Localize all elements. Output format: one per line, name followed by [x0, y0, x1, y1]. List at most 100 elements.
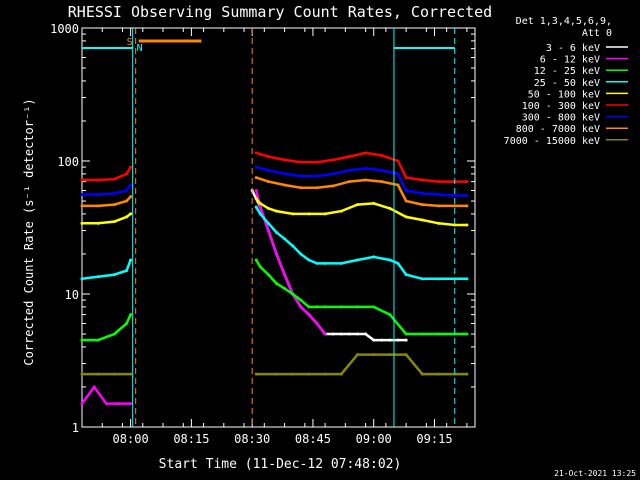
series-point	[404, 338, 408, 342]
series-point	[396, 183, 400, 187]
series-point	[315, 160, 319, 164]
series-point	[364, 178, 368, 182]
series-point	[372, 201, 376, 205]
series-point	[339, 261, 343, 265]
series-point	[420, 178, 424, 182]
series-point	[254, 165, 258, 169]
y-tick-label: 1000	[50, 22, 79, 36]
series-point	[420, 203, 424, 207]
series-point	[465, 204, 469, 208]
series-point	[112, 203, 116, 207]
series-point	[266, 206, 270, 210]
series-point	[129, 212, 133, 216]
series-point	[364, 151, 368, 155]
series-point	[254, 258, 258, 262]
series-point	[372, 305, 376, 309]
legend-entry-label: 25 - 50 keV	[534, 78, 600, 89]
series-point	[258, 205, 262, 209]
series-point	[283, 286, 287, 290]
series-point	[323, 372, 327, 376]
series-point	[299, 252, 303, 256]
series-point	[347, 180, 351, 184]
x-tick-label: 08:15	[173, 432, 209, 446]
series-point	[453, 204, 457, 208]
series-point	[437, 332, 441, 336]
series-point	[331, 184, 335, 188]
series-point	[453, 332, 457, 336]
series-point	[420, 277, 424, 281]
series-point	[266, 180, 270, 184]
series-point	[453, 372, 457, 376]
series-point	[80, 221, 84, 225]
series-point	[266, 229, 270, 233]
series-point	[437, 180, 441, 184]
series-point	[291, 212, 295, 216]
series-point	[315, 174, 319, 178]
series-point	[291, 244, 295, 248]
series-point	[96, 178, 100, 182]
series-point	[129, 402, 133, 406]
series-point	[323, 305, 327, 309]
legend-entry-label: 6 - 12 keV	[540, 55, 600, 66]
series-point	[356, 258, 360, 262]
series-point	[404, 332, 408, 336]
series-point	[274, 209, 278, 213]
series-point	[307, 313, 311, 317]
flag-markers: SN	[82, 28, 456, 427]
series-point	[404, 189, 408, 193]
series-point	[396, 338, 400, 342]
series-point	[396, 159, 400, 163]
series-point	[291, 372, 295, 376]
x-axis-label: Start Time (11-Dec-12 07:48:02)	[159, 457, 402, 472]
series-point	[254, 189, 258, 193]
series-point	[307, 258, 311, 262]
y-tick-label: 1	[72, 421, 79, 435]
flag-label: S	[127, 37, 133, 48]
series-point	[112, 273, 116, 277]
series-line	[82, 151, 467, 183]
legend-entry-label: 12 - 25 keV	[534, 66, 600, 77]
series-point	[372, 353, 376, 357]
series-point	[339, 372, 343, 376]
series-point	[388, 338, 392, 342]
series-point	[96, 204, 100, 208]
series-point	[125, 215, 129, 219]
series-point	[323, 212, 327, 216]
y-tick-label: 10	[65, 288, 79, 302]
series-point	[339, 332, 343, 336]
series-point	[388, 206, 392, 210]
series-point	[274, 231, 278, 235]
series-point	[80, 277, 84, 281]
series-point	[266, 168, 270, 172]
legend-entry-label: 100 - 300 keV	[522, 101, 600, 112]
series-point	[347, 332, 351, 336]
series-point	[112, 220, 116, 224]
plot-border	[81, 27, 476, 428]
legend-entry-label: 800 - 7000 keV	[516, 124, 600, 135]
series-point	[254, 151, 258, 155]
series-point	[125, 172, 129, 176]
series-point	[404, 353, 408, 357]
series-point	[331, 172, 335, 176]
series-point	[112, 177, 116, 181]
series-point	[80, 372, 84, 376]
series-point	[356, 353, 360, 357]
x-tick-label: 08:45	[295, 432, 331, 446]
legend-entry-label: 50 - 100 keV	[528, 89, 600, 100]
series-point	[129, 183, 133, 187]
series-point	[372, 255, 376, 259]
series-point	[437, 221, 441, 225]
series-point	[315, 305, 319, 309]
series-point	[388, 258, 392, 262]
legend-header: Att 0	[582, 28, 612, 39]
series-point	[356, 203, 360, 207]
series-point	[465, 194, 469, 198]
series-point	[283, 273, 287, 277]
plot-area	[81, 27, 476, 428]
series-point	[380, 168, 384, 172]
series-point	[404, 273, 408, 277]
series-point	[129, 313, 133, 317]
series-point	[112, 332, 116, 336]
